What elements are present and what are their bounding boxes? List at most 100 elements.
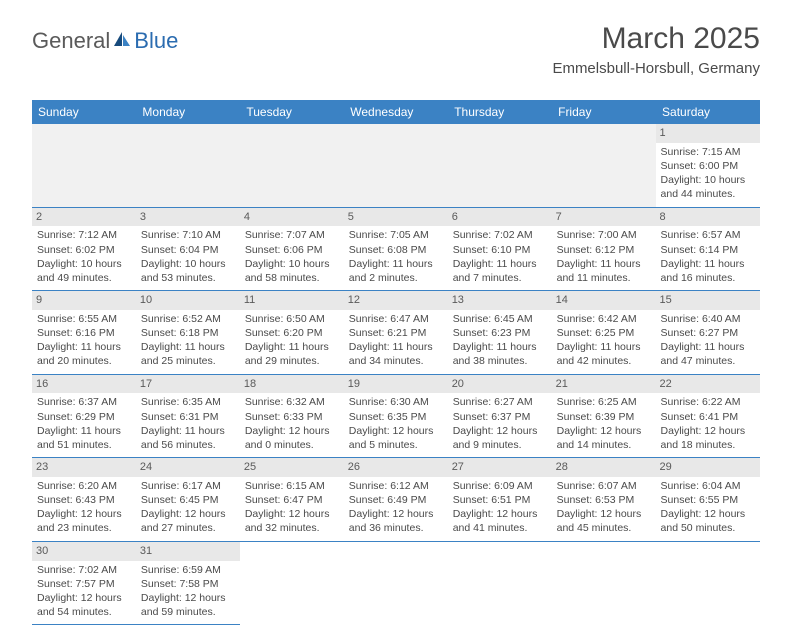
sunset-text: Sunset: 6:29 PM — [37, 410, 131, 424]
daylight-text: Daylight: 12 hours and 18 minutes. — [661, 424, 755, 452]
day-number: 19 — [344, 375, 448, 394]
day-cell: 8Sunrise: 6:57 AMSunset: 6:14 PMDaylight… — [656, 207, 760, 291]
day-cell: 31Sunrise: 6:59 AMSunset: 7:58 PMDayligh… — [136, 541, 240, 625]
daylight-text: Daylight: 12 hours and 45 minutes. — [557, 507, 651, 535]
sunset-text: Sunset: 6:53 PM — [557, 493, 651, 507]
daylight-text: Daylight: 11 hours and 11 minutes. — [557, 257, 651, 285]
sunset-text: Sunset: 6:14 PM — [661, 243, 755, 257]
sunrise-text: Sunrise: 6:59 AM — [141, 563, 235, 577]
day-cell — [136, 124, 240, 207]
weekday-header: Monday — [136, 100, 240, 124]
day-number: 24 — [136, 458, 240, 477]
daylight-text: Daylight: 11 hours and 16 minutes. — [661, 257, 755, 285]
day-cell: 30 Sunrise: 7:02 AMSunset: 7:57 PMDayligh… — [32, 541, 136, 625]
day-cell — [32, 124, 136, 207]
day-number: 20 — [448, 375, 552, 394]
day-number: 21 — [552, 375, 656, 394]
sunset-text: Sunset: 6:39 PM — [557, 410, 651, 424]
day-details: Sunrise: 6:59 AMSunset: 7:58 PMDaylight:… — [141, 563, 235, 620]
calendar-table: SundayMondayTuesdayWednesdayThursdayFrid… — [32, 100, 760, 625]
day-details: Sunrise: 6:17 AMSunset: 6:45 PMDaylight:… — [141, 479, 235, 536]
day-cell: 20Sunrise: 6:27 AMSunset: 6:37 PMDayligh… — [448, 374, 552, 458]
sunset-text: Sunset: 6:08 PM — [349, 243, 443, 257]
day-cell: 10Sunrise: 6:52 AMSunset: 6:18 PMDayligh… — [136, 291, 240, 375]
sunrise-text: Sunrise: 7:00 AM — [557, 228, 651, 242]
day-number: 22 — [656, 375, 760, 394]
day-number: 7 — [552, 208, 656, 227]
day-number: 27 — [448, 458, 552, 477]
daylight-text: Daylight: 11 hours and 20 minutes. — [37, 340, 131, 368]
day-cell — [240, 541, 344, 625]
day-details: Sunrise: 6:25 AMSunset: 6:39 PMDaylight:… — [557, 395, 651, 452]
day-cell: 6Sunrise: 7:02 AMSunset: 6:10 PMDaylight… — [448, 207, 552, 291]
day-details: Sunrise: 6:07 AMSunset: 6:53 PMDaylight:… — [557, 479, 651, 536]
sunset-text: Sunset: 6:31 PM — [141, 410, 235, 424]
day-cell: 1Sunrise: 7:15 AMSunset: 6:00 PMDaylight… — [656, 124, 760, 207]
daylight-text: Daylight: 11 hours and 38 minutes. — [453, 340, 547, 368]
sunset-text: Sunset: 6:16 PM — [37, 326, 131, 340]
location-text: Emmelsbull-Horsbull, Germany — [552, 60, 760, 77]
daylight-text: Daylight: 12 hours and 41 minutes. — [453, 507, 547, 535]
month-title: March 2025 — [552, 22, 760, 56]
day-details: Sunrise: 7:15 AMSunset: 6:00 PMDaylight:… — [661, 145, 755, 202]
sunrise-text: Sunrise: 6:57 AM — [661, 228, 755, 242]
daylight-text: Daylight: 12 hours and 23 minutes. — [37, 507, 131, 535]
day-details: Sunrise: 6:42 AMSunset: 6:25 PMDaylight:… — [557, 312, 651, 369]
sunset-text: Sunset: 6:37 PM — [453, 410, 547, 424]
day-details: Sunrise: 7:12 AMSunset: 6:02 PMDaylight:… — [37, 228, 131, 285]
day-cell: 11Sunrise: 6:50 AMSunset: 6:20 PMDayligh… — [240, 291, 344, 375]
day-details: Sunrise: 7:10 AMSunset: 6:04 PMDaylight:… — [141, 228, 235, 285]
sunset-text: Sunset: 6:41 PM — [661, 410, 755, 424]
day-number: 13 — [448, 291, 552, 310]
day-details: Sunrise: 6:57 AMSunset: 6:14 PMDaylight:… — [661, 228, 755, 285]
week-row: 9 Sunrise: 6:55 AMSunset: 6:16 PMDaylight… — [32, 291, 760, 375]
sunset-text: Sunset: 6:35 PM — [349, 410, 443, 424]
week-row: 16Sunrise: 6:37 AMSunset: 6:29 PMDayligh… — [32, 374, 760, 458]
weekday-header: Wednesday — [344, 100, 448, 124]
daylight-text: Daylight: 11 hours and 56 minutes. — [141, 424, 235, 452]
daylight-text: Daylight: 11 hours and 47 minutes. — [661, 340, 755, 368]
day-cell — [552, 124, 656, 207]
sunrise-text: Sunrise: 6:09 AM — [453, 479, 547, 493]
day-cell — [344, 541, 448, 625]
day-cell — [344, 124, 448, 207]
weekday-header: Thursday — [448, 100, 552, 124]
daylight-text: Daylight: 11 hours and 42 minutes. — [557, 340, 651, 368]
daylight-text: Daylight: 11 hours and 29 minutes. — [245, 340, 339, 368]
day-details: Sunrise: 6:22 AMSunset: 6:41 PMDaylight:… — [661, 395, 755, 452]
day-number: 30 — [32, 542, 136, 561]
day-details: Sunrise: 6:37 AMSunset: 6:29 PMDaylight:… — [37, 395, 131, 452]
sunset-text: Sunset: 6:12 PM — [557, 243, 651, 257]
day-number: 14 — [552, 291, 656, 310]
day-details: Sunrise: 6:55 AMSunset: 6:16 PMDaylight:… — [37, 312, 131, 369]
logo-text-general: General — [32, 28, 110, 54]
day-details: Sunrise: 6:45 AMSunset: 6:23 PMDaylight:… — [453, 312, 547, 369]
daylight-text: Daylight: 10 hours and 58 minutes. — [245, 257, 339, 285]
sunrise-text: Sunrise: 7:12 AM — [37, 228, 131, 242]
day-cell: 21Sunrise: 6:25 AMSunset: 6:39 PMDayligh… — [552, 374, 656, 458]
sunrise-text: Sunrise: 7:15 AM — [661, 145, 755, 159]
day-cell: 2Sunrise: 7:12 AMSunset: 6:02 PMDaylight… — [32, 207, 136, 291]
sunset-text: Sunset: 6:25 PM — [557, 326, 651, 340]
sunset-text: Sunset: 6:23 PM — [453, 326, 547, 340]
day-details: Sunrise: 6:09 AMSunset: 6:51 PMDaylight:… — [453, 479, 547, 536]
day-cell — [448, 124, 552, 207]
day-cell: 9 Sunrise: 6:55 AMSunset: 6:16 PMDaylight… — [32, 291, 136, 375]
logo: General Blue — [32, 28, 178, 54]
day-cell: 14 Sunrise: 6:42 AMSunset: 6:25 PMDayligh… — [552, 291, 656, 375]
sunset-text: Sunset: 6:18 PM — [141, 326, 235, 340]
sunrise-text: Sunrise: 6:45 AM — [453, 312, 547, 326]
header-right: March 2025 Emmelsbull-Horsbull, Germany — [552, 22, 760, 77]
day-cell: 28Sunrise: 6:07 AMSunset: 6:53 PMDayligh… — [552, 458, 656, 542]
sunset-text: Sunset: 6:06 PM — [245, 243, 339, 257]
daylight-text: Daylight: 10 hours and 49 minutes. — [37, 257, 131, 285]
day-cell: 7Sunrise: 7:00 AMSunset: 6:12 PMDaylight… — [552, 207, 656, 291]
day-cell: 17Sunrise: 6:35 AMSunset: 6:31 PMDayligh… — [136, 374, 240, 458]
day-cell: 15Sunrise: 6:40 AMSunset: 6:27 PMDayligh… — [656, 291, 760, 375]
weekday-header: Saturday — [656, 100, 760, 124]
daylight-text: Daylight: 12 hours and 5 minutes. — [349, 424, 443, 452]
sunset-text: Sunset: 6:02 PM — [37, 243, 131, 257]
day-number: 9 — [32, 291, 136, 310]
day-details: Sunrise: 7:02 AMSunset: 7:57 PMDaylight:… — [37, 563, 131, 620]
sunrise-text: Sunrise: 6:42 AM — [557, 312, 651, 326]
